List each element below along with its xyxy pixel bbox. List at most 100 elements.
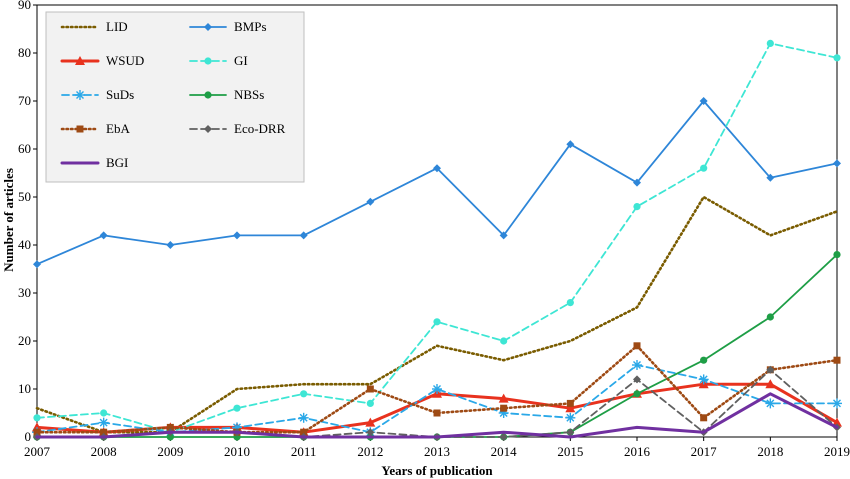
data-point [366,385,374,393]
data-point [98,417,109,428]
axes: 0 10 20 30 40 50 60 70 80 90 2007 2008 2009 2010 2011 2… [18,0,850,459]
data-point [299,231,308,240]
data-point [566,299,574,307]
data-point [233,231,241,240]
data-point [565,412,576,423]
data-point [700,164,708,172]
data-point [499,433,508,441]
data-point [166,433,174,441]
data-point [566,428,575,437]
y-tick-label: 40 [18,237,31,252]
data-point [99,231,108,240]
legend-item: LID [60,19,128,34]
x-tick-label: 2008 [91,444,117,459]
data-point [633,375,641,384]
data-point [366,428,375,437]
data-point [633,178,641,187]
data-point [33,428,41,436]
data-point [166,423,174,431]
y-tick-label: 30 [18,285,31,300]
series-suds [32,360,842,438]
data-point [100,409,108,417]
legend-marker [75,90,85,100]
legend-marker [204,91,212,99]
y-axis-title: Number of articles [1,168,16,272]
y-tick-label: 20 [18,333,31,348]
legend-label: BGI [106,155,128,170]
data-point [365,417,376,427]
legend-label: NBSs [234,87,264,102]
x-tick-label: 2011 [291,444,317,459]
data-point [700,414,708,422]
data-point [366,197,375,206]
y-tick-label: 0 [25,429,32,444]
legend-item: NBSs [189,87,264,102]
legend-item: Eco-DRR [189,121,286,136]
legend-item: WSUD [60,53,144,68]
x-tick-label: 2018 [757,444,783,459]
x-tick-label: 2012 [357,444,383,459]
x-tick-label: 2019 [824,444,850,459]
y-tick-label: 80 [18,45,31,60]
data-point [833,251,841,259]
data-point [633,203,641,211]
data-point [499,231,508,240]
data-point [766,365,775,374]
data-point [766,313,774,321]
data-point [699,97,708,105]
y-tick-label: 90 [18,0,31,12]
x-tick-label: 2010 [224,444,250,459]
data-point [300,428,308,436]
legend-marker [204,57,212,65]
series-bmps [33,97,841,269]
data-point [765,379,776,389]
legend-marker [204,23,212,31]
legend-item: GI [189,53,248,68]
x-tick-label: 2014 [491,444,518,459]
legend-label: GI [234,53,248,68]
data-point [433,164,441,173]
data-point [700,356,708,364]
x-axis-title: Years of publication [381,463,493,478]
data-point [298,412,309,423]
data-point [500,404,508,412]
series-line [36,364,838,434]
x-tick-label: 2016 [624,444,651,459]
data-point [33,260,41,269]
data-point [633,342,641,350]
data-point [300,390,308,398]
legend-label: WSUD [106,53,144,68]
legend-item: BMPs [189,19,267,34]
data-point [566,140,575,149]
data-point [633,390,641,398]
data-point [566,399,574,407]
x-tick-label: 2013 [424,444,450,459]
data-point [766,173,775,182]
y-tick-label: 50 [18,189,31,204]
legend-item: EbA [60,121,130,136]
data-point [166,241,175,249]
y-tick-label: 10 [18,381,31,396]
series-layer [32,39,842,441]
data-point [433,409,441,417]
data-point [498,393,509,403]
data-point [500,337,508,345]
x-tick-label: 2017 [691,444,718,459]
x-tick-label: 2007 [24,444,51,459]
series-bgi [35,392,839,439]
x-tick-label: 2009 [157,444,183,459]
data-point [765,398,776,409]
legend-item: SuDs [61,87,134,102]
y-tick-label: 70 [18,93,31,108]
data-point [565,403,576,413]
data-point [833,54,841,62]
legend-item: BGI [60,155,128,170]
legend-label: LID [106,19,128,34]
data-point [833,356,841,364]
data-point [233,404,241,412]
legend-label: EbA [106,121,130,136]
data-point [833,159,841,168]
series-line [35,392,839,439]
data-point [632,360,642,370]
